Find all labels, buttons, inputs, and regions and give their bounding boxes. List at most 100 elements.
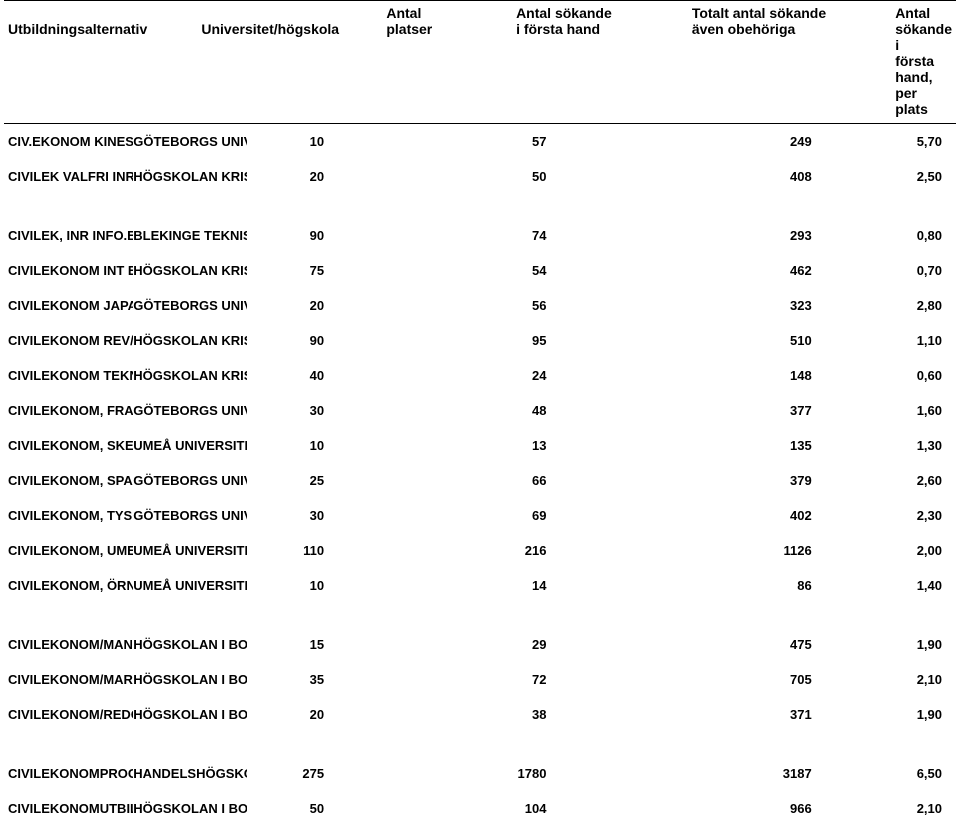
cell-platser: 25	[247, 473, 440, 488]
cell-per-plats: 1,10	[917, 333, 952, 348]
cell-utbildning: CIV.EKONOM KINESISKA	[8, 134, 133, 149]
cell-forsta-hand: 54	[439, 263, 686, 278]
cell-utbildning: CIVILEKONOM, SKE/UME	[8, 438, 133, 453]
cell-per-plats: 0,70	[917, 263, 952, 278]
cell-utbildning: CIVILEKONOM JAPANSKA	[8, 298, 133, 313]
cell-universitet: UMEÅ UNIVERSITET	[133, 543, 246, 558]
cell-per-plats: 0,80	[917, 228, 952, 243]
cell-per-plats: 1,60	[917, 403, 952, 418]
cell-platser: 275	[247, 766, 440, 781]
table-row: CIVILEKONOM/REDOVISNHÖGSKOLAN I BORÅS203…	[0, 697, 960, 732]
cell-universitet: GÖTEBORGS UNIVERSITET	[133, 134, 246, 149]
header-col1-line1	[8, 5, 201, 21]
cell-forsta-hand: 24	[439, 368, 686, 383]
cell-per-plats: 6,50	[917, 766, 952, 781]
table-row: CIVILEKONOMPROGRAMHANDELSHÖGSKOLAN I STO…	[0, 756, 960, 791]
cell-universitet: HÖGSKOLAN KRISTIANSTAD	[133, 333, 246, 348]
cell-universitet: HÖGSKOLAN I BORÅS	[133, 707, 246, 722]
cell-forsta-hand: 69	[439, 508, 686, 523]
cell-platser: 10	[247, 438, 440, 453]
cell-totalt: 510	[686, 333, 916, 348]
cell-totalt: 371	[686, 707, 916, 722]
cell-utbildning: CIVILEKONOM, FRANSKA	[8, 403, 133, 418]
row-gap	[0, 732, 960, 756]
cell-platser: 40	[247, 368, 440, 383]
table-header: Utbildningsalternativ Universitet/högsko…	[0, 1, 960, 123]
cell-forsta-hand: 1780	[439, 766, 686, 781]
cell-per-plats: 1,30	[917, 438, 952, 453]
cell-forsta-hand: 216	[439, 543, 686, 558]
cell-universitet: HÖGSKOLAN I BORÅS	[133, 637, 246, 652]
cell-utbildning: CIVILEKONOM, TYSKA	[8, 508, 133, 523]
header-col1-line2: Utbildningsalternativ	[8, 21, 201, 37]
cell-platser: 75	[247, 263, 440, 278]
cell-totalt: 323	[686, 298, 916, 313]
header-col6-line2: första hand, per plats	[895, 53, 952, 117]
cell-forsta-hand: 29	[439, 637, 686, 652]
cell-universitet: GÖTEBORGS UNIVERSITET	[133, 298, 246, 313]
cell-platser: 30	[247, 403, 440, 418]
cell-universitet: HÖGSKOLAN KRISTIANSTAD	[133, 169, 246, 184]
header-col6-line1: Antal sökande i	[895, 5, 952, 53]
table-row: CIVILEKONOM, UMEÅUMEÅ UNIVERSITET1102161…	[0, 533, 960, 568]
cell-per-plats: 2,60	[917, 473, 952, 488]
cell-forsta-hand: 14	[439, 578, 686, 593]
cell-platser: 90	[247, 228, 440, 243]
header-col3: Antal platser	[376, 5, 506, 117]
header-col6: Antal sökande i första hand, per plats	[885, 5, 952, 117]
table-row: CIVILEK VALFRI INRHÖGSKOLAN KRISTIANSTAD…	[0, 159, 960, 194]
cell-platser: 50	[247, 801, 440, 816]
table-row: CIVILEKONOMUTBILDNHÖGSKOLAN I BORÅS50104…	[0, 791, 960, 826]
cell-utbildning: CIVILEKONOM/MAN.MENT	[8, 637, 133, 652]
cell-totalt: 86	[686, 578, 916, 593]
cell-totalt: 3187	[686, 766, 916, 781]
cell-forsta-hand: 13	[439, 438, 686, 453]
cell-utbildning: CIVILEKONOM, ÖRN/UME	[8, 578, 133, 593]
cell-per-plats: 2,00	[917, 543, 952, 558]
cell-totalt: 135	[686, 438, 916, 453]
cell-forsta-hand: 38	[439, 707, 686, 722]
cell-per-plats: 1,90	[917, 637, 952, 652]
cell-universitet: UMEÅ UNIVERSITET	[133, 578, 246, 593]
table-row: CIVILEKONOM INT EKHÖGSKOLAN KRISTIANSTAD…	[0, 253, 960, 288]
cell-universitet: HÖGSKOLAN I BORÅS	[133, 672, 246, 687]
cell-utbildning: CIVILEKONOMUTBILDN	[8, 801, 133, 816]
header-col3-line1: Antal	[386, 5, 506, 21]
cell-utbildning: CIVILEKONOM, SPANSKA	[8, 473, 133, 488]
cell-utbildning: CIVILEKONOM TEKNIK	[8, 368, 133, 383]
cell-utbildning: CIVILEK, INR INFO.EK	[8, 228, 133, 243]
cell-forsta-hand: 72	[439, 672, 686, 687]
table-row: CIVILEKONOM TEKNIKHÖGSKOLAN KRISTIANSTAD…	[0, 358, 960, 393]
cell-utbildning: CIVILEK VALFRI INR	[8, 169, 133, 184]
cell-platser: 110	[247, 543, 440, 558]
cell-universitet: BLEKINGE TEKNISKA HÖGSK	[133, 228, 246, 243]
table-row: CIVILEKONOM REV/CONHÖGSKOLAN KRISTIANSTA…	[0, 323, 960, 358]
row-gap	[0, 194, 960, 218]
cell-forsta-hand: 48	[439, 403, 686, 418]
cell-universitet: GÖTEBORGS UNIVERSITET	[133, 473, 246, 488]
cell-utbildning: CIVILEKONOM REV/CON	[8, 333, 133, 348]
cell-universitet: GÖTEBORGS UNIVERSITET	[133, 403, 246, 418]
cell-forsta-hand: 66	[439, 473, 686, 488]
cell-universitet: HÖGSKOLAN KRISTIANSTAD	[133, 368, 246, 383]
cell-totalt: 293	[686, 228, 916, 243]
cell-platser: 30	[247, 508, 440, 523]
header-col3-line2: platser	[386, 21, 506, 37]
cell-universitet: HÖGSKOLAN I BORÅS	[133, 801, 246, 816]
cell-forsta-hand: 57	[439, 134, 686, 149]
header-col5: Totalt antal sökande även obehöriga	[682, 5, 885, 117]
table-row: CIVILEKONOM/MAN.MENTHÖGSKOLAN I BORÅS152…	[0, 627, 960, 662]
header-col5-line2: även obehöriga	[692, 21, 885, 37]
cell-universitet: HÖGSKOLAN KRISTIANSTAD	[133, 263, 246, 278]
cell-totalt: 249	[686, 134, 916, 149]
cell-forsta-hand: 50	[439, 169, 686, 184]
cell-universitet: UMEÅ UNIVERSITET	[133, 438, 246, 453]
cell-totalt: 379	[686, 473, 916, 488]
cell-forsta-hand: 95	[439, 333, 686, 348]
cell-totalt: 377	[686, 403, 916, 418]
table-row: CIV.EKONOM KINESISKAGÖTEBORGS UNIVERSITE…	[0, 124, 960, 159]
cell-totalt: 408	[686, 169, 916, 184]
cell-utbildning: CIVILEKONOM, UMEÅ	[8, 543, 133, 558]
cell-utbildning: CIVILEKONOMPROGRAM	[8, 766, 133, 781]
table-row: CIVILEKONOM, TYSKAGÖTEBORGS UNIVERSITET3…	[0, 498, 960, 533]
